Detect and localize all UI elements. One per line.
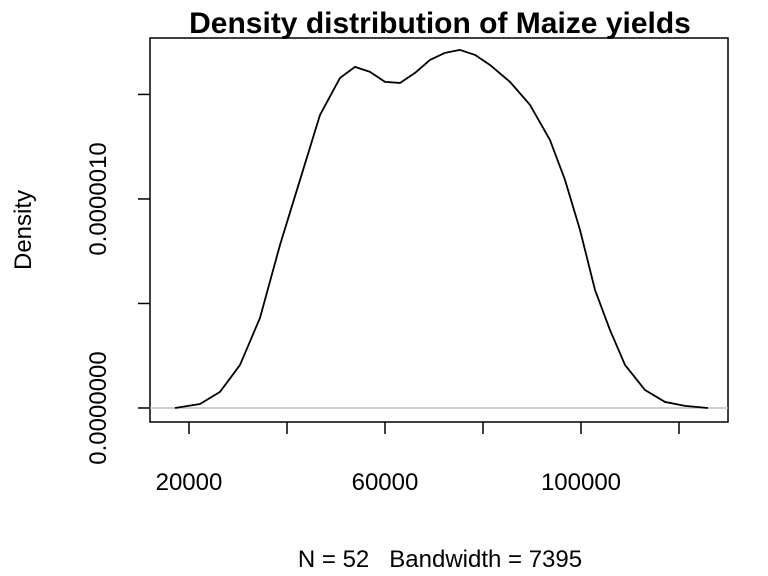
plot-frame [149,37,729,423]
y-tick-label: 0.0000000 [85,351,112,464]
x-tick-label: 20000 [156,469,223,496]
y-tick-label: 0.0000010 [85,142,112,255]
x-tick-label: 100000 [541,469,621,496]
x-tick-label: 60000 [352,469,419,496]
density-line [174,49,709,409]
y-axis-label: Density [10,190,37,270]
x-axis-label: N = 52 Bandwidth = 7395 [298,546,582,573]
chart-title: Density distribution of Maize yields [189,7,691,40]
